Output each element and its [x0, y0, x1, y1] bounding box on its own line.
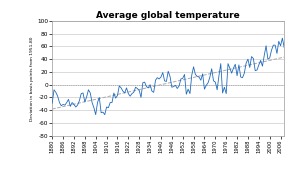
Y-axis label: Deviation in basis points from 1951-80: Deviation in basis points from 1951-80 — [30, 36, 34, 121]
Title: Average global temperature: Average global temperature — [96, 11, 240, 20]
